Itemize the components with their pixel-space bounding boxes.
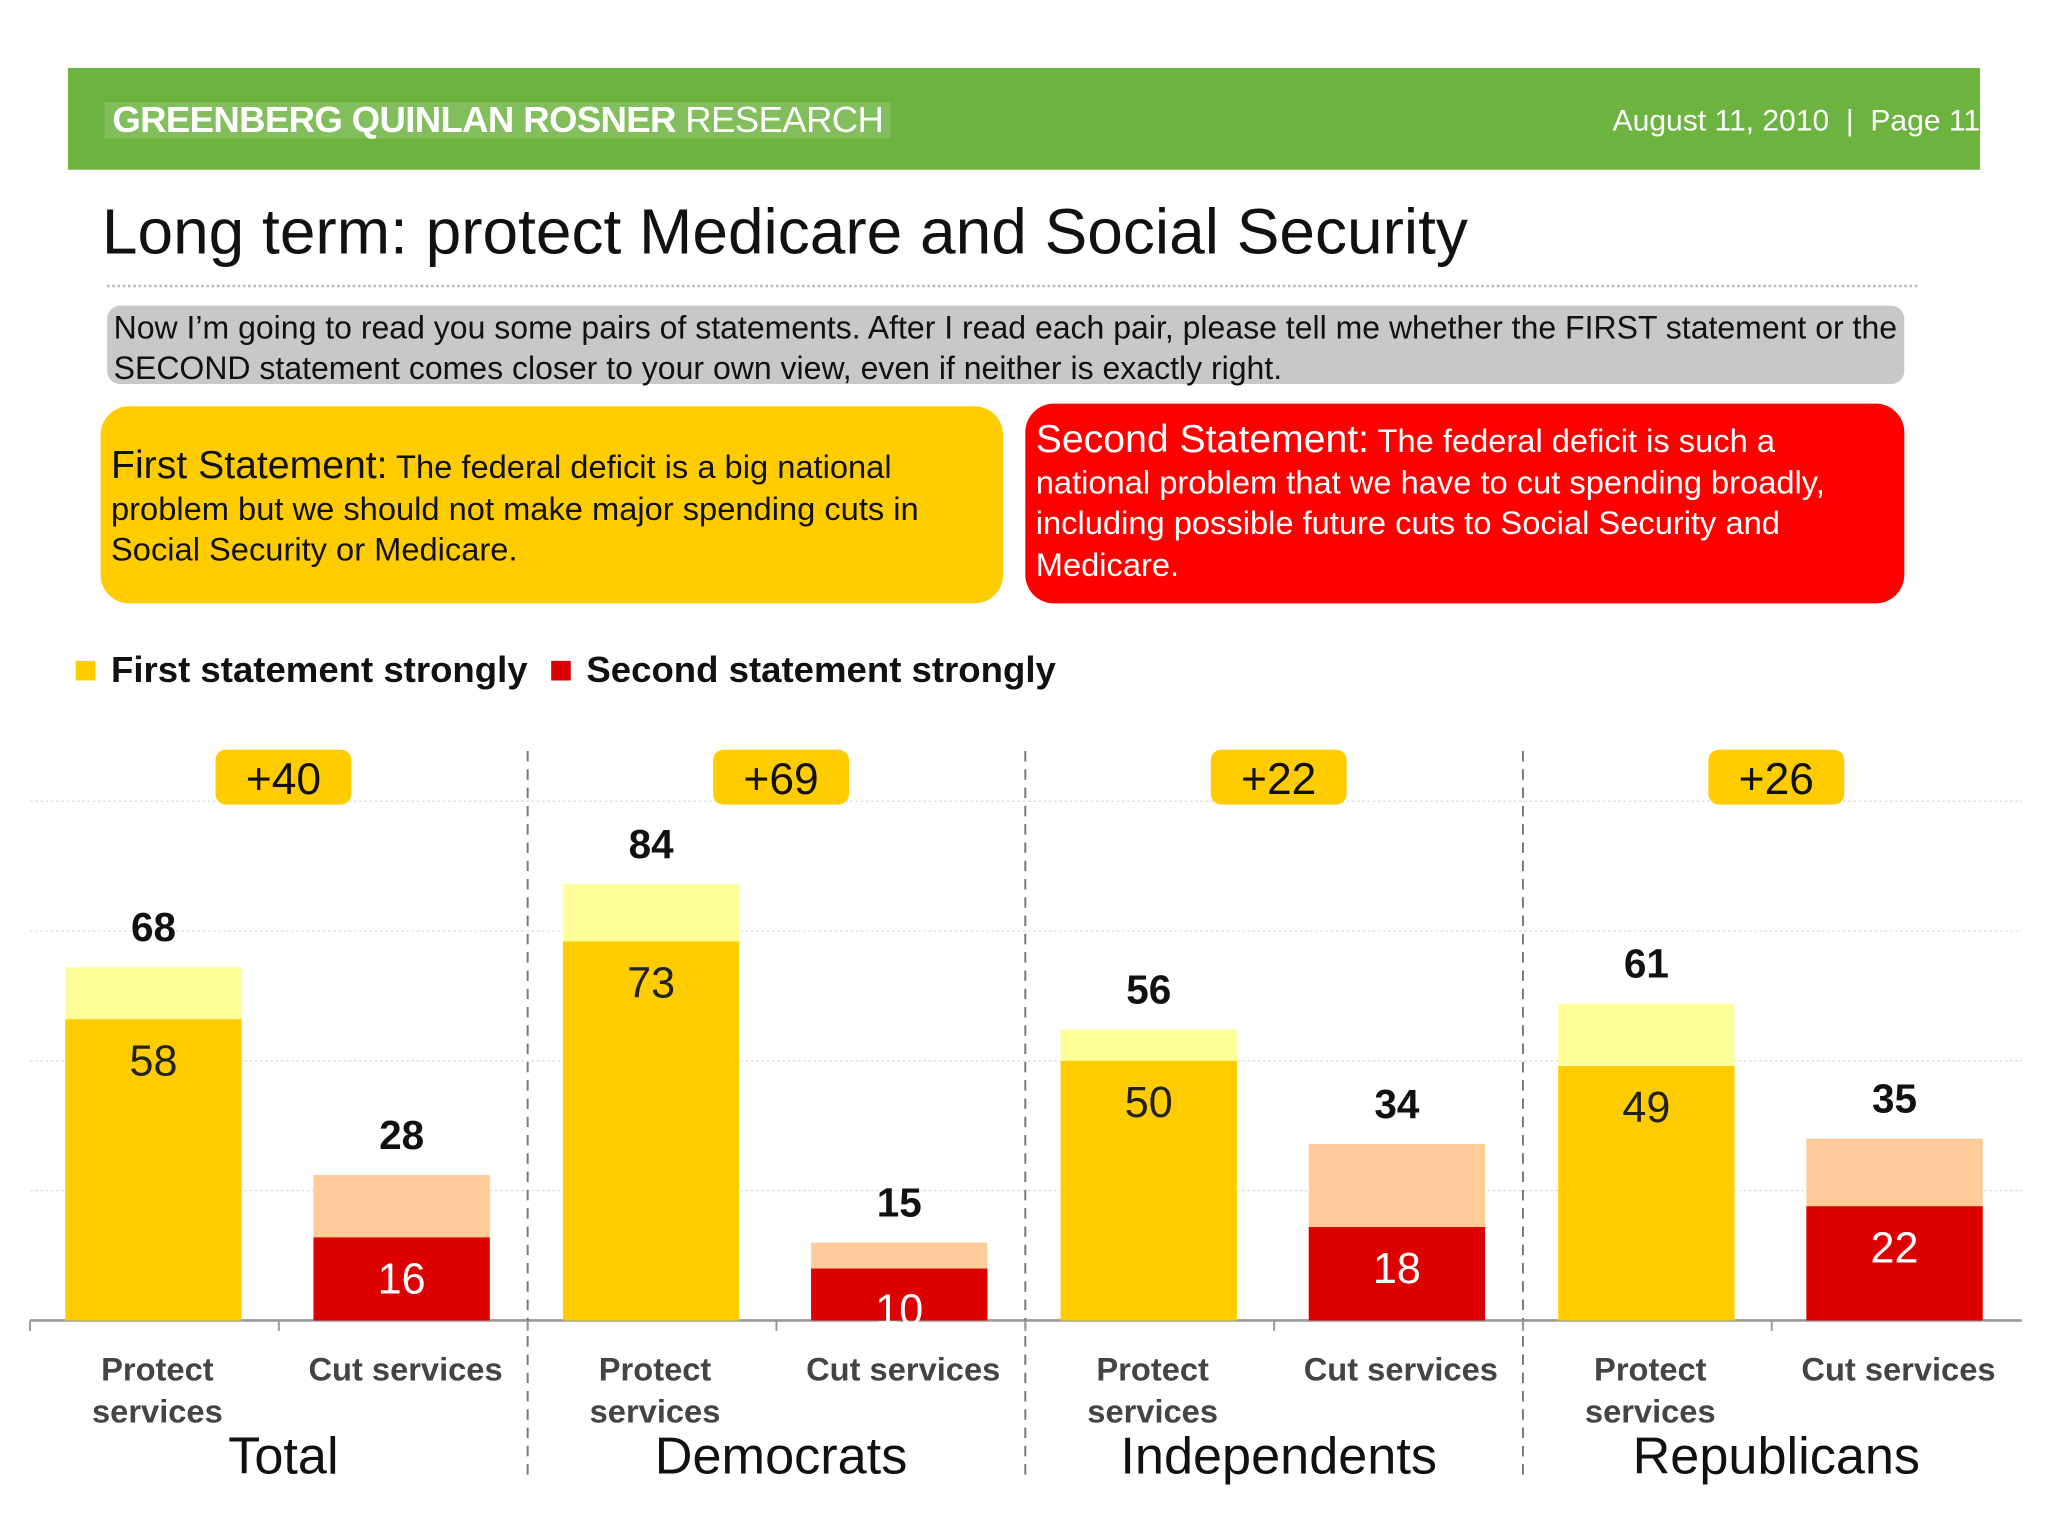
page-number: Page 11 [1870,103,1981,138]
net-badge-label: +69 [743,755,818,804]
legend-item-second: Second statement strongly [551,649,1056,691]
category-label: services [1585,1392,1716,1429]
legend-swatch-second [551,660,571,680]
divider [107,284,1918,288]
bar-strong [1308,1227,1486,1321]
bar-strong [562,941,740,1321]
second-statement-lead: Second Statement: [1035,417,1370,462]
bar-strong [1060,1060,1237,1321]
legend-swatch-first [75,660,96,680]
net-badge-label: +26 [1739,755,1814,804]
category-label: Protect [1594,1351,1707,1388]
data-label-strong: 73 [627,960,675,1008]
data-label-total: 34 [1374,1081,1420,1127]
second-statement: Second Statement: The federal deficit is… [1025,403,1905,604]
header-banner: GREENBERG QUINLAN ROSNER RESEARCH August… [67,67,1981,170]
data-label-strong: 18 [1373,1245,1421,1293]
chart-legend: First statement strongly Second statemen… [75,649,1080,691]
first-statement-lead: First Statement: [111,444,388,488]
net-badge [1210,749,1347,805]
category-label: Cut services [308,1351,502,1388]
group-label: Total [228,1427,338,1485]
group-label: Democrats [655,1427,908,1485]
category-label: services [92,1392,223,1429]
category-label: Cut services [1801,1351,1995,1388]
bar-strong [811,1268,988,1321]
net-badge-label: +22 [1241,755,1316,804]
data-label-strong: 10 [875,1287,923,1335]
data-label-strong: 49 [1622,1084,1670,1132]
net-badge-label: +40 [246,755,321,804]
category-label: services [590,1392,721,1429]
data-label-strong: 50 [1125,1079,1173,1127]
data-label-total: 68 [131,904,176,950]
data-label-total: 56 [1126,967,1171,1013]
brand-bold: GREENBERG QUINLAN ROSNER [112,99,676,140]
bar-strong [313,1237,490,1321]
first-statement-text: The federal deficit is a big national pr… [111,449,919,569]
net-badge [713,749,849,805]
data-label-total: 84 [629,821,675,867]
date: August 11, 2010 [1612,103,1830,138]
question-text: Now I’m going to read you some pairs of … [107,305,1905,387]
group-label: Republicans [1633,1427,1920,1485]
net-badge [215,749,352,805]
legend-item-first: First statement strongly [75,649,528,691]
first-statement: First Statement: The federal deficit is … [100,406,1004,604]
data-label-total: 28 [379,1112,424,1158]
category-label: Protect [101,1351,214,1388]
group-label: Independents [1120,1427,1437,1485]
legend-label-second: Second statement strongly [586,649,1056,690]
data-label-strong: 16 [378,1256,426,1304]
data-label-strong: 22 [1871,1224,1919,1272]
legend-label-first: First statement strongly [111,649,528,690]
category-label: Protect [1096,1351,1209,1388]
page-title: Long term: protect Medicare and Social S… [101,197,1468,268]
second-statement-text: The federal deficit is such a national p… [1035,423,1825,584]
data-label-total: 15 [877,1179,922,1225]
brand-logo: GREENBERG QUINLAN ROSNER RESEARCH [104,99,892,140]
brand-light: RESEARCH [685,99,884,140]
separator: | [1845,103,1854,138]
bar-strong [1806,1206,1983,1321]
data-label-strong: 58 [130,1037,178,1085]
data-label-total: 61 [1624,941,1669,987]
category-label: Cut services [1304,1351,1498,1388]
net-badge [1708,749,1845,805]
category-label: services [1087,1392,1218,1429]
bar-strong [65,1019,242,1321]
category-label: Cut services [806,1351,1000,1388]
dateline: August 11, 2010 | Page 11 [1613,103,1980,138]
category-label: Protect [599,1351,712,1388]
data-label-total: 35 [1872,1076,1917,1122]
bar-strong [1558,1066,1735,1321]
